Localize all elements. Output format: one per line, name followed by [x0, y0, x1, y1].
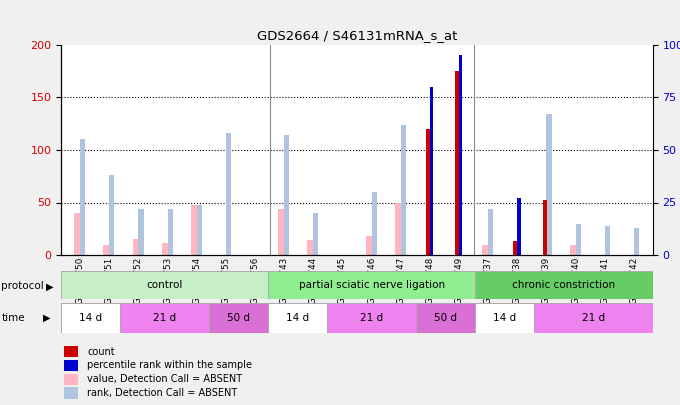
Bar: [103, 245, 110, 255]
Bar: [534, 303, 653, 333]
Bar: [395, 202, 401, 255]
Text: 14 d: 14 d: [493, 313, 517, 323]
Bar: [366, 236, 373, 255]
Text: 21 d: 21 d: [582, 313, 605, 323]
Bar: [426, 129, 430, 255]
Text: count: count: [87, 347, 115, 357]
Bar: [65, 373, 78, 385]
Bar: [313, 213, 318, 255]
Bar: [416, 303, 475, 333]
Bar: [65, 346, 78, 357]
Bar: [284, 135, 289, 255]
Bar: [209, 303, 268, 333]
Bar: [133, 239, 139, 255]
Bar: [327, 303, 416, 333]
Text: protocol: protocol: [1, 281, 44, 291]
Bar: [634, 228, 639, 255]
Text: control: control: [147, 280, 183, 290]
Bar: [475, 303, 534, 333]
Bar: [80, 139, 85, 255]
Bar: [268, 303, 327, 333]
Bar: [605, 226, 610, 255]
Text: ▶: ▶: [46, 281, 54, 291]
Text: 50 d: 50 d: [435, 313, 457, 323]
Bar: [517, 198, 521, 255]
Bar: [482, 245, 489, 255]
Bar: [61, 271, 268, 299]
Title: GDS2664 / S46131mRNA_s_at: GDS2664 / S46131mRNA_s_at: [257, 29, 457, 42]
Bar: [543, 200, 547, 255]
Bar: [488, 209, 493, 255]
Bar: [575, 224, 581, 255]
Text: 14 d: 14 d: [286, 313, 309, 323]
Bar: [191, 205, 197, 255]
Bar: [139, 209, 143, 255]
Text: 50 d: 50 d: [227, 313, 250, 323]
Bar: [268, 271, 475, 299]
Bar: [61, 303, 120, 333]
Text: percentile rank within the sample: percentile rank within the sample: [87, 360, 252, 371]
Bar: [226, 133, 231, 255]
Text: rank, Detection Call = ABSENT: rank, Detection Call = ABSENT: [87, 388, 237, 398]
Text: ▶: ▶: [43, 313, 50, 323]
Bar: [459, 55, 462, 255]
Text: time: time: [1, 313, 25, 323]
Text: 14 d: 14 d: [79, 313, 103, 323]
Bar: [455, 71, 460, 255]
Bar: [371, 192, 377, 255]
Text: partial sciatic nerve ligation: partial sciatic nerve ligation: [299, 280, 445, 290]
Bar: [197, 205, 202, 255]
Bar: [65, 360, 78, 371]
Bar: [278, 209, 285, 255]
Bar: [74, 213, 81, 255]
Bar: [109, 175, 114, 255]
Bar: [65, 388, 78, 399]
Bar: [307, 241, 314, 255]
Bar: [430, 87, 433, 255]
Bar: [162, 243, 169, 255]
Text: 21 d: 21 d: [153, 313, 176, 323]
Bar: [475, 271, 653, 299]
Bar: [547, 114, 551, 255]
Bar: [401, 125, 406, 255]
Bar: [513, 241, 518, 255]
Bar: [570, 245, 577, 255]
Bar: [120, 303, 209, 333]
Bar: [167, 209, 173, 255]
Text: chronic constriction: chronic constriction: [513, 280, 615, 290]
Text: value, Detection Call = ABSENT: value, Detection Call = ABSENT: [87, 374, 242, 384]
Text: 21 d: 21 d: [360, 313, 384, 323]
